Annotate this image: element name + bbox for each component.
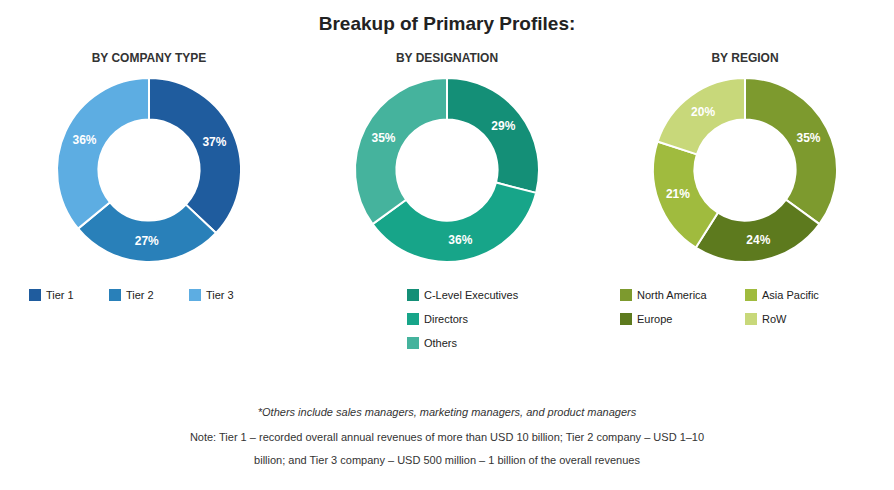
- annotation: Note: Tier 1 – recorded overall annual r…: [190, 431, 704, 443]
- legend-label: Others: [424, 337, 458, 349]
- slice: [658, 78, 745, 154]
- legend-swatch: [407, 337, 419, 349]
- data-label: 35%: [797, 131, 821, 145]
- legend-swatch: [189, 289, 201, 301]
- slice: [149, 78, 241, 233]
- data-label: 21%: [666, 187, 690, 201]
- legend-label: Tier 2: [126, 289, 154, 301]
- slices: [57, 78, 241, 262]
- data-labels: 37% 27% 36%: [72, 133, 226, 249]
- legend-item: C-Level Executives: [407, 289, 519, 301]
- legend-swatch: [29, 289, 41, 301]
- legend-swatch: [407, 289, 419, 301]
- slice: [653, 142, 718, 248]
- legend-swatch: [745, 313, 757, 325]
- donut-chart: BY REGION 35% 24% 21% 20% North America Europe…: [620, 51, 837, 325]
- legend-swatch: [407, 313, 419, 325]
- donut-chart: BY COMPANY TYPE37%27%36%Tier 1Tier 2Tier…: [29, 51, 241, 301]
- data-labels: 35% 24% 21% 20%: [666, 105, 821, 247]
- data-label: 37%: [202, 135, 226, 149]
- legend-label: North America: [637, 289, 708, 301]
- legend-item: Tier 3: [189, 289, 234, 301]
- legend-item: Europe: [620, 313, 672, 325]
- legend-label: Asia Pacific: [762, 289, 819, 301]
- legend-item: RoW: [745, 313, 787, 325]
- data-label: 35%: [371, 131, 395, 145]
- data-label: 20%: [691, 105, 715, 119]
- slices: [355, 78, 539, 262]
- legend-item: Directors: [407, 313, 469, 325]
- legend: North America Europe Asia Pacific RoW: [620, 289, 819, 325]
- legend-swatch: [109, 289, 121, 301]
- legend-label: Tier 1: [46, 289, 74, 301]
- chart-root: Breakup of Primary Profiles: BY COMPANY T…: [0, 0, 894, 490]
- legend-label: Europe: [637, 313, 672, 325]
- annotation: *Others include sales managers, marketin…: [258, 406, 637, 418]
- slice: [57, 78, 149, 229]
- annotation: billion; and Tier 3 company – USD 500 mi…: [254, 454, 640, 466]
- legend-item: Tier 1: [29, 289, 74, 301]
- legend-label: C-Level Executives: [424, 289, 519, 301]
- legend-label: Directors: [424, 313, 469, 325]
- data-label: 24%: [746, 233, 770, 247]
- slice: [355, 78, 447, 224]
- donut-chart: BY DESIGNATION 29% 36% 35% C-Level Executive…: [355, 51, 539, 349]
- legend-swatch: [620, 289, 632, 301]
- legend: Tier 1 Tier 2 Tier 3: [29, 289, 234, 301]
- legend-item: Tier 2: [109, 289, 154, 301]
- chart-title: BY DESIGNATION: [396, 51, 498, 65]
- legend-swatch: [620, 313, 632, 325]
- legend-item: Asia Pacific: [745, 289, 819, 301]
- legend-label: RoW: [762, 313, 787, 325]
- chart-title: BY COMPANY TYPE: [92, 51, 207, 65]
- slices: [653, 78, 837, 262]
- slice: [745, 78, 837, 224]
- data-label: 29%: [491, 119, 515, 133]
- legend-swatch: [745, 289, 757, 301]
- data-label: 36%: [72, 133, 96, 147]
- legend: C-Level Executives Directors Others: [407, 289, 519, 349]
- title: Breakup of Primary Profiles:: [319, 13, 576, 34]
- data-label: 36%: [448, 233, 472, 247]
- data-labels: 29% 36% 35%: [371, 119, 515, 247]
- legend-item: North America: [620, 289, 708, 301]
- legend-label: Tier 3: [206, 289, 234, 301]
- chart-title: BY REGION: [711, 51, 778, 65]
- slice: [447, 78, 539, 193]
- legend-item: Others: [407, 337, 458, 349]
- data-label: 27%: [135, 234, 159, 248]
